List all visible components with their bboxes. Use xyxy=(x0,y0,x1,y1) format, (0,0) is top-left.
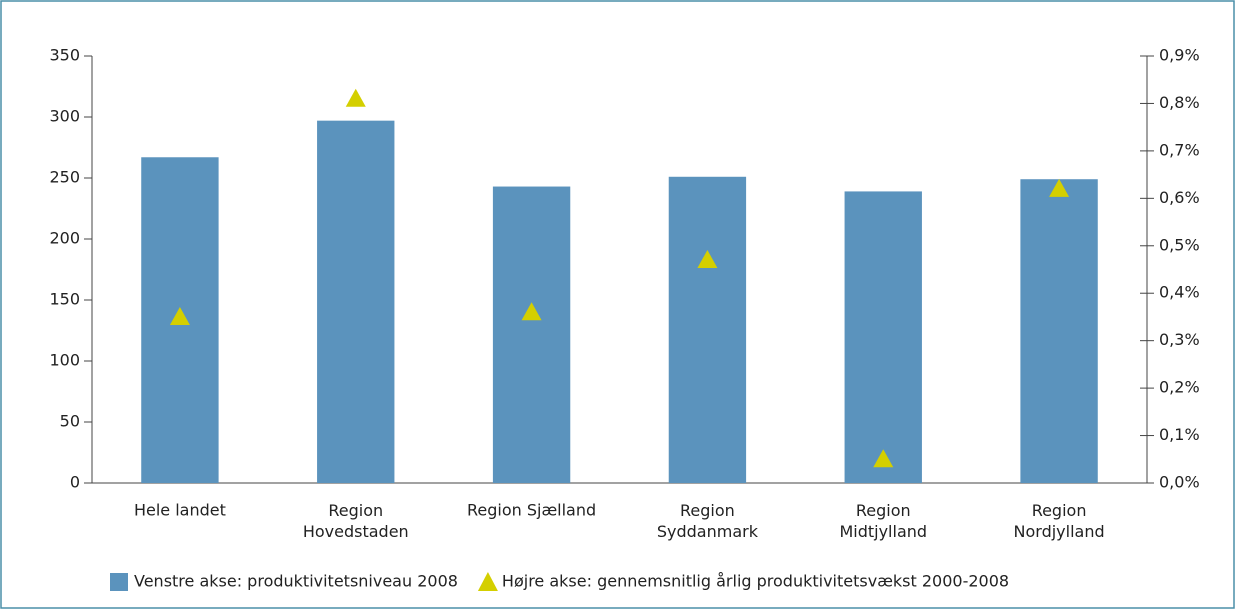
marker-triangle xyxy=(169,306,190,325)
y2-tick-label: 0,1% xyxy=(1159,425,1200,444)
y2-tick-label: 0,0% xyxy=(1159,473,1200,492)
y-tick-label: 350 xyxy=(49,46,80,65)
y-tick-label: 100 xyxy=(49,351,80,370)
x-tick-label: Region Syddanmark xyxy=(657,501,759,541)
legend-marker xyxy=(110,573,128,591)
marker-triangle xyxy=(697,250,718,269)
x-tick-label: Region Sjælland xyxy=(467,501,596,520)
x-tick-label: Region Hovedstaden xyxy=(303,501,409,541)
y-tick-label: 50 xyxy=(60,412,80,431)
bar xyxy=(1020,179,1098,483)
y2-tick-label: 0,2% xyxy=(1159,378,1200,397)
x-tick-label: Region Nordjylland xyxy=(1014,501,1105,541)
y-tick-label: 0 xyxy=(70,473,80,492)
y-tick-label: 150 xyxy=(49,290,80,309)
y2-tick-label: 0,4% xyxy=(1159,283,1200,302)
bar xyxy=(668,176,747,483)
y-tick-label: 200 xyxy=(49,229,80,248)
marker-triangle xyxy=(1049,178,1070,197)
bar xyxy=(317,120,395,483)
legend-marker xyxy=(477,572,498,591)
y2-tick-label: 0,5% xyxy=(1159,235,1200,254)
marker-triangle xyxy=(873,449,894,468)
y-tick-label: 300 xyxy=(49,107,80,126)
y2-tick-label: 0,8% xyxy=(1159,93,1200,112)
legend-label: Venstre akse: produktivitetsniveau 2008 xyxy=(134,572,458,591)
y-tick-label: 250 xyxy=(49,168,80,187)
x-tick-label: Region Midtjylland xyxy=(839,501,927,541)
y2-tick-label: 0,6% xyxy=(1159,188,1200,207)
x-tick-label: Hele landet xyxy=(134,501,226,520)
marker-triangle xyxy=(521,302,542,321)
marker-triangle xyxy=(345,88,366,107)
y2-tick-label: 0,7% xyxy=(1159,140,1200,159)
bar xyxy=(844,191,922,484)
y2-tick-label: 0,9% xyxy=(1159,46,1200,65)
bar xyxy=(492,186,571,484)
y2-tick-label: 0,3% xyxy=(1159,330,1200,349)
legend-label: Højre akse: gennemsnitlig årlig produkti… xyxy=(502,572,1009,591)
